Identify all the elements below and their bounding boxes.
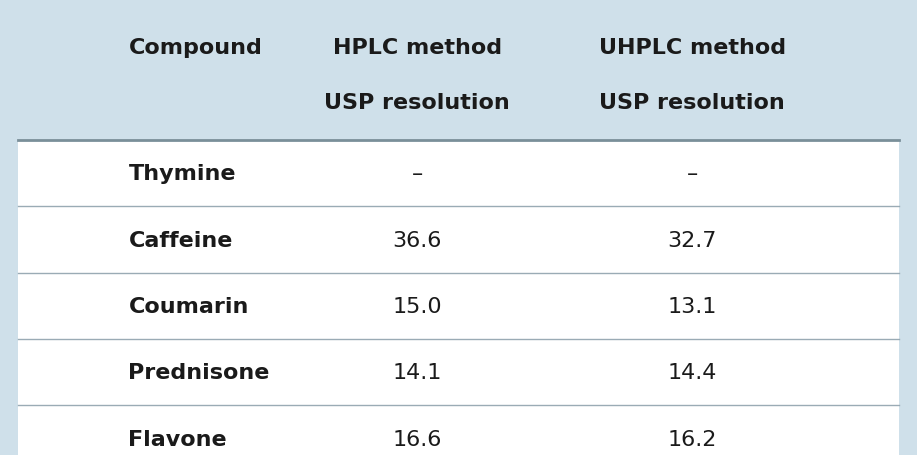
Text: 32.7: 32.7 <box>668 230 717 250</box>
Text: USP resolution: USP resolution <box>325 92 510 112</box>
Bar <box>18 14 899 141</box>
Text: 13.1: 13.1 <box>668 296 717 316</box>
Text: Caffeine: Caffeine <box>128 230 233 250</box>
Text: Flavone: Flavone <box>128 429 227 449</box>
Text: Coumarin: Coumarin <box>128 296 249 316</box>
Text: Prednisone: Prednisone <box>128 362 270 382</box>
Text: 16.6: 16.6 <box>392 429 442 449</box>
Text: Thymine: Thymine <box>128 164 236 184</box>
Text: UHPLC method: UHPLC method <box>599 38 786 58</box>
Text: Compound: Compound <box>128 38 262 58</box>
Text: –: – <box>412 164 423 184</box>
Bar <box>18 141 899 455</box>
Text: –: – <box>687 164 698 184</box>
Text: USP resolution: USP resolution <box>600 92 785 112</box>
Text: HPLC method: HPLC method <box>333 38 502 58</box>
Text: 14.4: 14.4 <box>668 362 717 382</box>
Text: 15.0: 15.0 <box>392 296 442 316</box>
Text: 16.2: 16.2 <box>668 429 717 449</box>
Text: 14.1: 14.1 <box>392 362 442 382</box>
Text: 36.6: 36.6 <box>392 230 442 250</box>
